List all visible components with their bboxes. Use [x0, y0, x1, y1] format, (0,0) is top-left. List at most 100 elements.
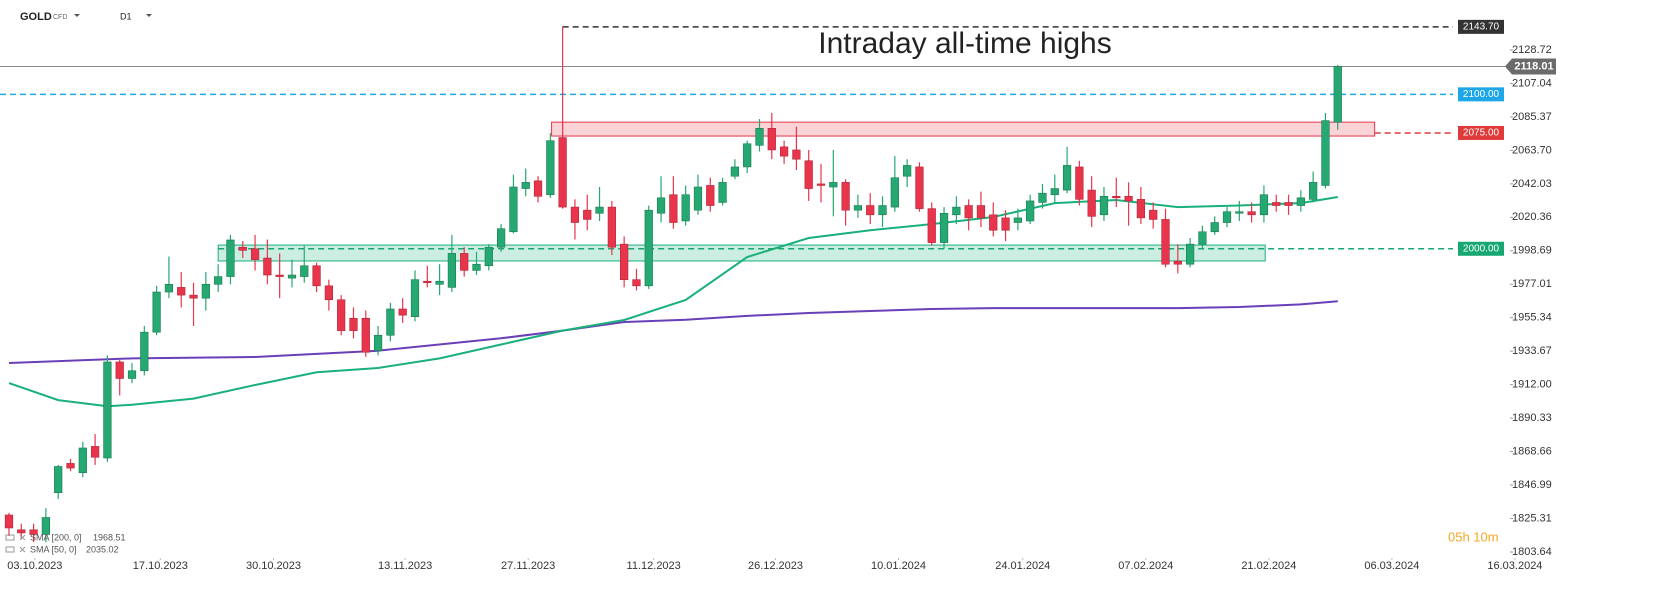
- close-icon[interactable]: [19, 534, 26, 541]
- level-label: 2075.00: [1463, 128, 1500, 139]
- candle-body: [521, 182, 530, 189]
- legend-name: SMA [50, 0]: [30, 544, 77, 554]
- candle-body: [632, 279, 641, 287]
- candle-body: [829, 182, 838, 188]
- candle-body: [989, 214, 998, 231]
- y-tick-label: 1890.33: [1512, 412, 1552, 424]
- dropdown-arrow[interactable]: [74, 14, 80, 17]
- candle-body: [1038, 192, 1047, 203]
- candle-body: [152, 291, 161, 333]
- candle-body: [66, 463, 75, 469]
- candle-body: [706, 185, 715, 206]
- annotation: Intraday all-time highs: [818, 27, 1111, 60]
- candle-body: [1112, 195, 1121, 199]
- candle-body: [337, 299, 346, 331]
- candle-body: [324, 285, 333, 301]
- candle-body: [669, 194, 678, 223]
- candle-body: [1173, 260, 1182, 265]
- candle-body: [90, 446, 100, 458]
- timeframe[interactable]: D1: [120, 11, 132, 21]
- candle-body: [878, 205, 887, 216]
- candle-body: [927, 208, 936, 243]
- candle-body: [263, 257, 272, 276]
- level-label-box: [1458, 241, 1504, 256]
- candle-body: [1149, 209, 1158, 220]
- candle-body: [841, 182, 850, 211]
- candle-body: [4, 514, 14, 529]
- eye-icon[interactable]: [5, 534, 15, 541]
- candle-body: [103, 361, 112, 459]
- x-tick-label: 16.03.2024: [1487, 560, 1542, 572]
- candle-body: [1210, 222, 1219, 233]
- symbol[interactable]: GOLD: [20, 11, 52, 23]
- level-label: 2100.00: [1463, 89, 1500, 100]
- candle-body: [1198, 231, 1207, 245]
- candle-body: [54, 466, 63, 494]
- candle-body: [779, 146, 789, 157]
- candle-body: [177, 287, 186, 296]
- candle-body: [595, 206, 604, 214]
- legend-value: 1968.51: [93, 532, 126, 542]
- x-tick-label: 06.03.2024: [1364, 560, 1419, 572]
- candle-body: [17, 529, 26, 534]
- candle-body: [115, 361, 124, 379]
- candle-body: [939, 212, 949, 243]
- candle-body: [743, 143, 752, 168]
- candle-body: [730, 166, 739, 177]
- eye-icon[interactable]: [5, 546, 15, 553]
- candle-body: [570, 206, 580, 223]
- candle-body: [1062, 165, 1072, 191]
- close-icon[interactable]: [19, 546, 26, 553]
- candle-body: [755, 128, 764, 146]
- y-tick-label: 1998.69: [1512, 245, 1552, 257]
- x-tick-label: 27.11.2023: [501, 560, 555, 572]
- legend-icons[interactable]: [5, 534, 26, 553]
- candle-body: [1161, 219, 1170, 265]
- y-tick-label: 1977.01: [1512, 278, 1552, 290]
- level-label: 2000.00: [1463, 243, 1500, 254]
- candle-body: [890, 177, 899, 208]
- level-label-box: [1458, 125, 1504, 140]
- y-tick-label: 2107.04: [1512, 77, 1552, 89]
- candle-body: [447, 253, 457, 288]
- x-tick-label: 26.12.2023: [748, 560, 803, 572]
- y-tick-label: 1825.31: [1512, 512, 1552, 524]
- candle-body: [1013, 217, 1022, 223]
- candle-body: [607, 206, 616, 248]
- candle-body: [1001, 217, 1010, 231]
- candle-body: [533, 180, 543, 197]
- candle-body: [583, 209, 592, 220]
- timer: 05h 10m: [1448, 529, 1499, 544]
- candle-body: [484, 246, 493, 267]
- candle-body: [767, 128, 776, 151]
- level-label-box: [1458, 19, 1504, 34]
- y-tick-label: 1846.99: [1512, 479, 1552, 491]
- last-price-label: 2118.01: [1514, 60, 1553, 72]
- candle-body: [1087, 189, 1096, 217]
- candle-body: [644, 209, 653, 287]
- candle-body: [1272, 202, 1281, 206]
- candle-body: [373, 334, 383, 351]
- y-tick-label: 2063.70: [1512, 144, 1552, 156]
- candle-body: [460, 253, 469, 271]
- candle-body: [300, 265, 309, 277]
- x-tick-label: 24.01.2024: [995, 560, 1050, 572]
- candle-body: [718, 182, 727, 203]
- y-tick-label: 1912.00: [1512, 379, 1552, 391]
- candle-body: [1099, 195, 1109, 216]
- candle-body: [201, 283, 210, 299]
- candle-body: [398, 308, 407, 316]
- candle-body: [410, 279, 420, 318]
- candle-body: [250, 248, 260, 260]
- candle-body: [361, 317, 370, 353]
- candle-body: [1124, 195, 1133, 202]
- candle-body: [275, 274, 284, 277]
- candle-body: [964, 205, 973, 219]
- dropdown-arrow[interactable]: [146, 14, 152, 17]
- candle-body: [1333, 66, 1342, 123]
- symbol-kind: CFD: [53, 14, 67, 21]
- x-tick-label: 30.10.2023: [246, 560, 301, 572]
- candle-body: [558, 137, 567, 208]
